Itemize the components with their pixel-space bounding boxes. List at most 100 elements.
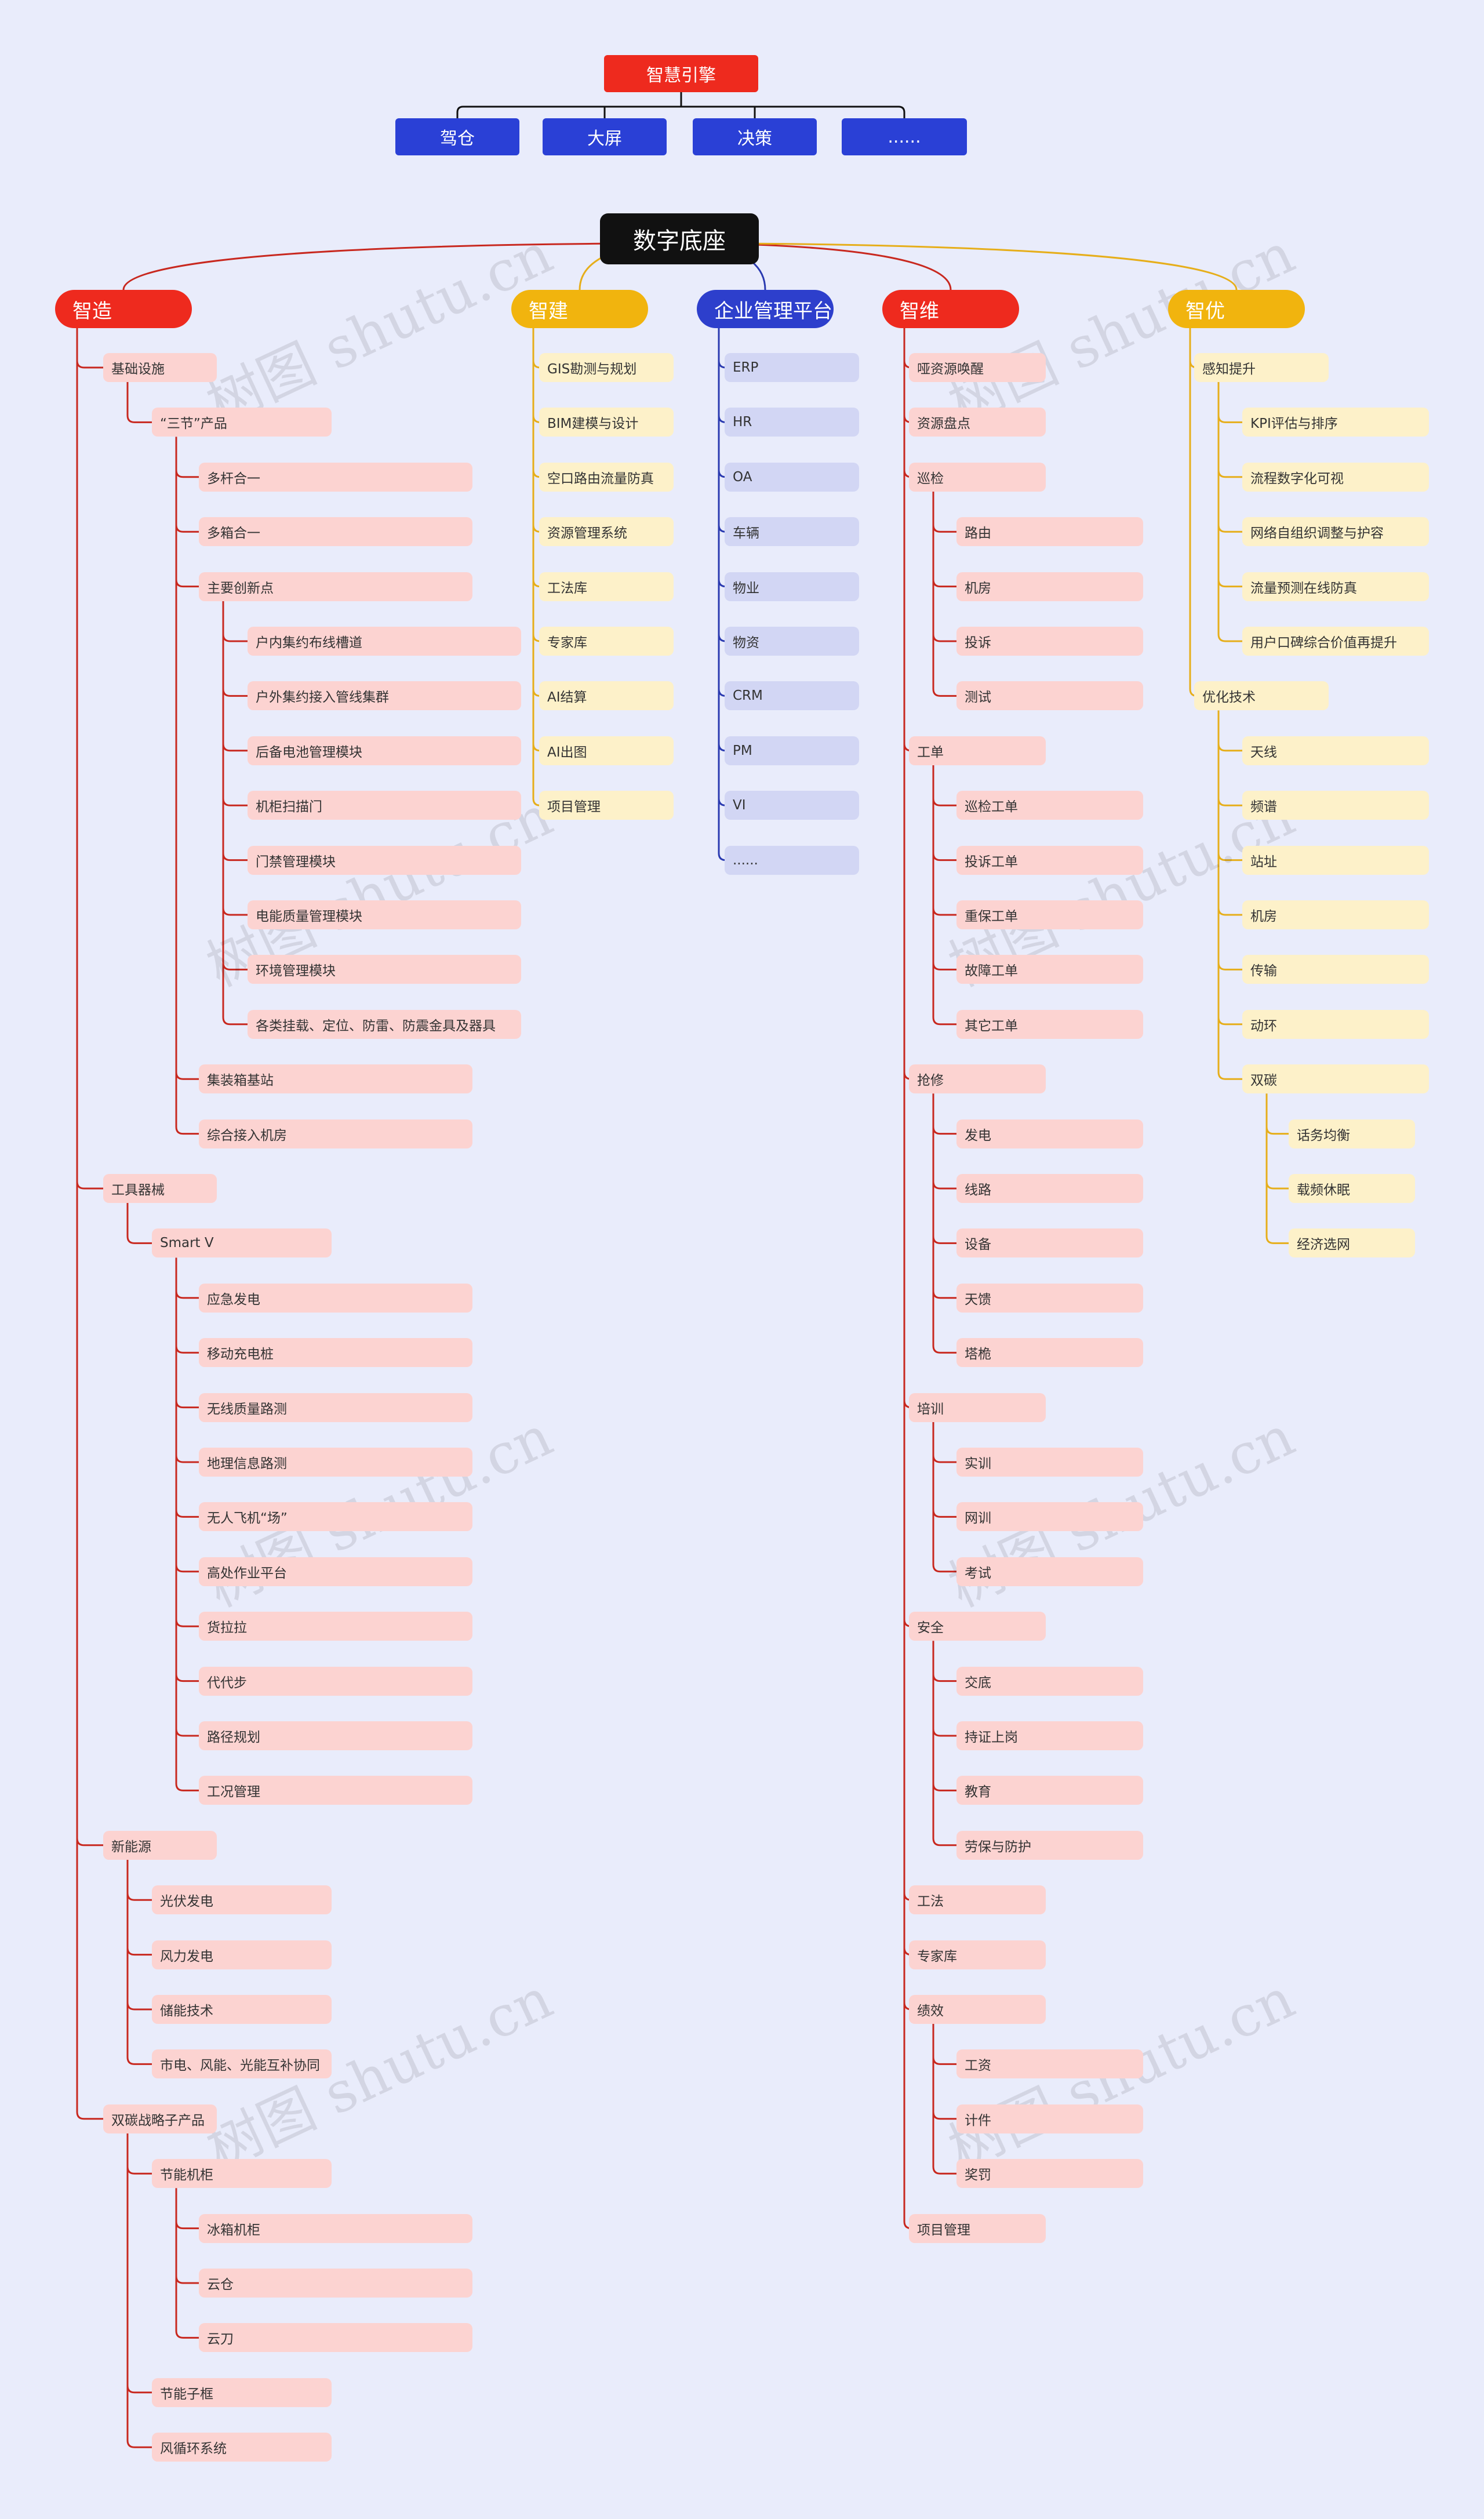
branch-2-node[interactable]: 物资 [725, 627, 859, 656]
engine-child-2[interactable]: 大屏 [543, 118, 667, 155]
branch-4-node[interactable]: KPI评估与排序 [1242, 408, 1429, 437]
branch-1-node[interactable]: 资源管理系统 [539, 517, 674, 547]
branch-3-node[interactable]: 安全 [909, 1612, 1046, 1641]
branch-4-node[interactable]: 经济选网 [1289, 1228, 1415, 1258]
branch-4-node[interactable]: 传输 [1242, 955, 1429, 984]
branch-3-node[interactable]: 发电 [956, 1119, 1143, 1148]
branch-3-node[interactable]: 专家库 [909, 1940, 1046, 1969]
branch-0-node[interactable]: 云刀 [199, 2323, 472, 2353]
branch-2-node[interactable]: OA [725, 462, 859, 492]
branch-3-node[interactable]: 投诉工单 [956, 845, 1143, 875]
branch-0-node[interactable]: 户内集约布线槽道 [248, 627, 521, 656]
branch-3-node[interactable]: 劳保与防护 [956, 1830, 1143, 1860]
branch-1-title[interactable]: 智建 [511, 290, 648, 328]
branch-0-node[interactable]: 货拉拉 [199, 1612, 472, 1641]
branch-3-node[interactable]: 天馈 [956, 1283, 1143, 1313]
branch-0-node[interactable]: 风循环系统 [152, 2433, 332, 2462]
branch-0-node[interactable]: 基础设施 [103, 353, 217, 382]
branch-0-node[interactable]: 工况管理 [199, 1776, 472, 1805]
branch-0-node[interactable]: 光伏发电 [152, 1885, 332, 1915]
branch-1-node[interactable]: AI结算 [539, 681, 674, 711]
branch-0-node[interactable]: 集装箱基站 [199, 1064, 472, 1094]
branch-3-node[interactable]: 路由 [956, 517, 1143, 547]
branch-0-node[interactable]: 应急发电 [199, 1283, 472, 1313]
branch-4-node[interactable]: 天线 [1242, 736, 1429, 765]
branch-3-node[interactable]: 故障工单 [956, 955, 1143, 984]
branch-4-node[interactable]: 双碳 [1242, 1064, 1429, 1094]
branch-0-node[interactable]: 各类挂载、定位、防雷、防震金具及器具 [248, 1009, 521, 1039]
branch-1-node[interactable]: 专家库 [539, 627, 674, 656]
branch-0-node[interactable]: 储能技术 [152, 1995, 332, 2024]
branch-3-node[interactable]: 机房 [956, 572, 1143, 601]
branch-1-node[interactable]: 工法库 [539, 572, 674, 601]
branch-3-node[interactable]: 工资 [956, 2049, 1143, 2079]
branch-1-node[interactable]: AI出图 [539, 736, 674, 765]
engine-child-4[interactable]: ...... [842, 118, 967, 155]
branch-0-node[interactable]: 风力发电 [152, 1940, 332, 1969]
branch-1-node[interactable]: 项目管理 [539, 791, 674, 820]
branch-2-node[interactable]: HR [725, 408, 859, 437]
branch-3-node[interactable]: 其它工单 [956, 1009, 1143, 1039]
branch-3-node[interactable]: 项目管理 [909, 2213, 1046, 2243]
branch-3-node[interactable]: 巡检工单 [956, 791, 1143, 820]
branch-0-node[interactable]: 户外集约接入管线集群 [248, 681, 521, 711]
branch-0-node[interactable]: 工具器械 [103, 1174, 217, 1203]
branch-0-node[interactable]: 环境管理模块 [248, 955, 521, 984]
branch-3-node[interactable]: 交底 [956, 1666, 1143, 1696]
branch-3-node[interactable]: 工单 [909, 736, 1046, 765]
branch-0-node[interactable]: 移动充电桩 [199, 1338, 472, 1368]
branch-0-node[interactable]: 云仓 [199, 2269, 472, 2298]
branch-3-node[interactable]: 线路 [956, 1174, 1143, 1203]
branch-0-node[interactable]: 机柜扫描门 [248, 791, 521, 820]
branch-0-node[interactable]: 市电、风能、光能互补协同 [152, 2049, 332, 2079]
branch-0-node[interactable]: Smart V [152, 1228, 332, 1258]
branch-3-node[interactable]: 投诉 [956, 627, 1143, 656]
branch-3-title[interactable]: 智维 [882, 290, 1019, 328]
branch-3-node[interactable]: 网训 [956, 1502, 1143, 1532]
branch-1-node[interactable]: BIM建模与设计 [539, 408, 674, 437]
engine-child-3[interactable]: 决策 [693, 118, 817, 155]
branch-3-node[interactable]: 抢修 [909, 1064, 1046, 1094]
branch-3-node[interactable]: 巡检 [909, 462, 1046, 492]
branch-4-node[interactable]: 网络自组织调整与护容 [1242, 517, 1429, 547]
branch-0-node[interactable]: 多杆合一 [199, 462, 472, 492]
branch-2-title[interactable]: 企业管理平台 [697, 290, 834, 328]
branch-4-node[interactable]: 话务均衡 [1289, 1119, 1415, 1148]
branch-0-node[interactable]: “三节”产品 [152, 408, 332, 437]
branch-3-node[interactable]: 持证上岗 [956, 1721, 1143, 1750]
branch-2-node[interactable]: VI [725, 791, 859, 820]
center-node[interactable]: 数字底座 [600, 213, 759, 264]
branch-2-node[interactable]: ...... [725, 845, 859, 875]
branch-4-node[interactable]: 感知提升 [1194, 353, 1329, 382]
engine-title[interactable]: 智慧引擎 [604, 55, 758, 92]
branch-1-node[interactable]: 空口路由流量防真 [539, 462, 674, 492]
branch-0-node[interactable]: 多箱合一 [199, 517, 472, 547]
branch-2-node[interactable]: CRM [725, 681, 859, 711]
branch-2-node[interactable]: PM [725, 736, 859, 765]
branch-0-node[interactable]: 双碳战略子产品 [103, 2104, 217, 2133]
branch-3-node[interactable]: 实训 [956, 1448, 1143, 1477]
branch-0-node[interactable]: 电能质量管理模块 [248, 900, 521, 929]
branch-0-node[interactable]: 门禁管理模块 [248, 845, 521, 875]
branch-0-node[interactable]: 节能机柜 [152, 2159, 332, 2189]
branch-4-node[interactable]: 流量预测在线防真 [1242, 572, 1429, 601]
branch-4-title[interactable]: 智优 [1168, 290, 1305, 328]
branch-4-node[interactable]: 优化技术 [1194, 681, 1329, 711]
branch-3-node[interactable]: 培训 [909, 1393, 1046, 1422]
branch-2-node[interactable]: ERP [725, 353, 859, 382]
branch-3-node[interactable]: 教育 [956, 1776, 1143, 1805]
branch-0-node[interactable]: 代代步 [199, 1666, 472, 1696]
branch-4-node[interactable]: 流程数字化可视 [1242, 462, 1429, 492]
branch-0-node[interactable]: 节能子框 [152, 2378, 332, 2407]
branch-3-node[interactable]: 工法 [909, 1885, 1046, 1915]
branch-0-node[interactable]: 无人飞机“场” [199, 1502, 472, 1532]
branch-0-node[interactable]: 新能源 [103, 1830, 217, 1860]
branch-0-node[interactable]: 地理信息路测 [199, 1448, 472, 1477]
branch-3-node[interactable]: 奖罚 [956, 2159, 1143, 2189]
branch-3-node[interactable]: 塔桅 [956, 1338, 1143, 1368]
branch-0-node[interactable]: 主要创新点 [199, 572, 472, 601]
branch-3-node[interactable]: 测试 [956, 681, 1143, 711]
branch-0-node[interactable]: 无线质量路测 [199, 1393, 472, 1422]
branch-0-node[interactable]: 综合接入机房 [199, 1119, 472, 1148]
branch-0-node[interactable]: 后备电池管理模块 [248, 736, 521, 765]
